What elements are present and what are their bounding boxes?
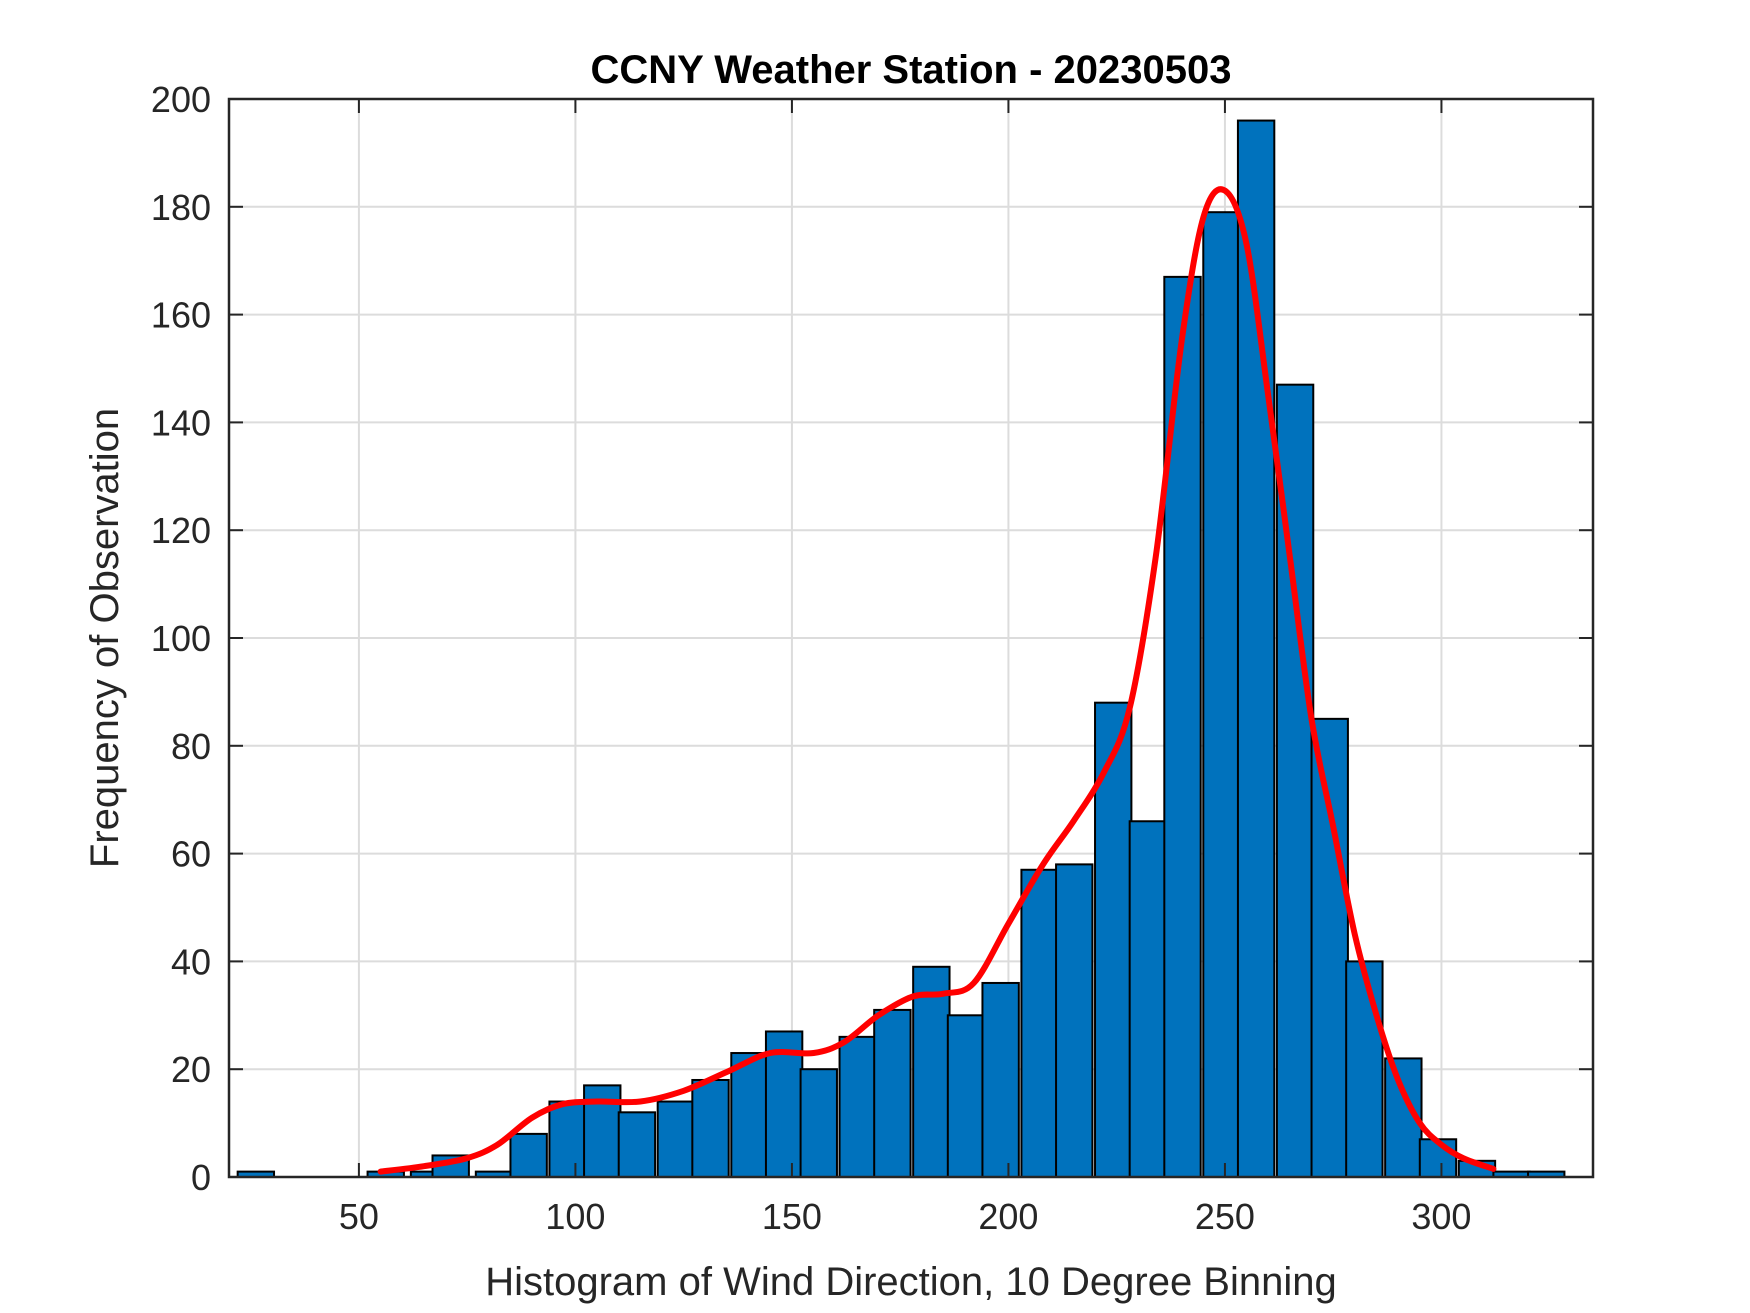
histogram-bar xyxy=(548,1100,587,1179)
histogram-bar xyxy=(1202,211,1241,1178)
histogram-bar xyxy=(946,1014,986,1178)
histogram-bar xyxy=(617,1111,657,1178)
y-tick-label: 60 xyxy=(171,834,211,875)
fit-curve-group xyxy=(377,186,1497,1175)
x-tick-label: 100 xyxy=(545,1196,605,1237)
histogram-bars xyxy=(236,119,1566,1179)
x-axis-label: Histogram of Wind Direction, 10 Degree B… xyxy=(485,1260,1337,1304)
histogram-bar xyxy=(1055,863,1094,1178)
histogram-bar xyxy=(1310,717,1349,1178)
histogram-bar xyxy=(1345,960,1384,1179)
y-tick-label: 120 xyxy=(151,510,211,551)
histogram-bar xyxy=(981,981,1020,1179)
histogram-bar xyxy=(838,1035,877,1178)
x-tick-label: 250 xyxy=(1195,1196,1255,1237)
histogram-bar xyxy=(1236,119,1276,1178)
histogram-bar xyxy=(1020,868,1059,1179)
y-tick-label: 200 xyxy=(151,79,211,120)
histogram-bar xyxy=(656,1100,696,1179)
y-tick-label: 160 xyxy=(151,295,211,336)
y-axis-label: Frequency of Observation xyxy=(83,408,127,868)
chart-title: CCNY Weather Station - 20230503 xyxy=(591,48,1232,92)
y-tick-label: 100 xyxy=(151,618,211,659)
y-tick-label: 0 xyxy=(191,1157,211,1198)
histogram-bar xyxy=(912,965,951,1178)
histogram-bar xyxy=(1128,820,1168,1178)
y-tick-label: 80 xyxy=(171,726,211,767)
histogram-bar xyxy=(691,1078,730,1178)
y-tick-label: 20 xyxy=(171,1049,211,1090)
histogram-bar xyxy=(730,1052,769,1179)
histogram-bar xyxy=(509,1132,548,1179)
y-tick-labels: 0 20 40 60 80 100 120 140 160 180 200 xyxy=(151,79,211,1198)
y-tick-label: 180 xyxy=(151,187,211,228)
histogram-bar xyxy=(799,1068,838,1178)
x-tick-labels: 50 100 150 200 250 300 xyxy=(339,1196,1472,1237)
x-tick-label: 200 xyxy=(978,1196,1038,1237)
x-tick-label: 300 xyxy=(1411,1196,1471,1237)
histogram-bar xyxy=(873,1008,912,1178)
y-tick-label: 140 xyxy=(151,402,211,443)
y-tick-label: 40 xyxy=(171,941,211,982)
x-tick-label: 50 xyxy=(339,1196,379,1237)
x-tick-label: 150 xyxy=(762,1196,822,1237)
axes xyxy=(227,97,1595,1179)
histogram-bar xyxy=(1163,275,1202,1178)
fit-curve-line xyxy=(377,186,1497,1175)
